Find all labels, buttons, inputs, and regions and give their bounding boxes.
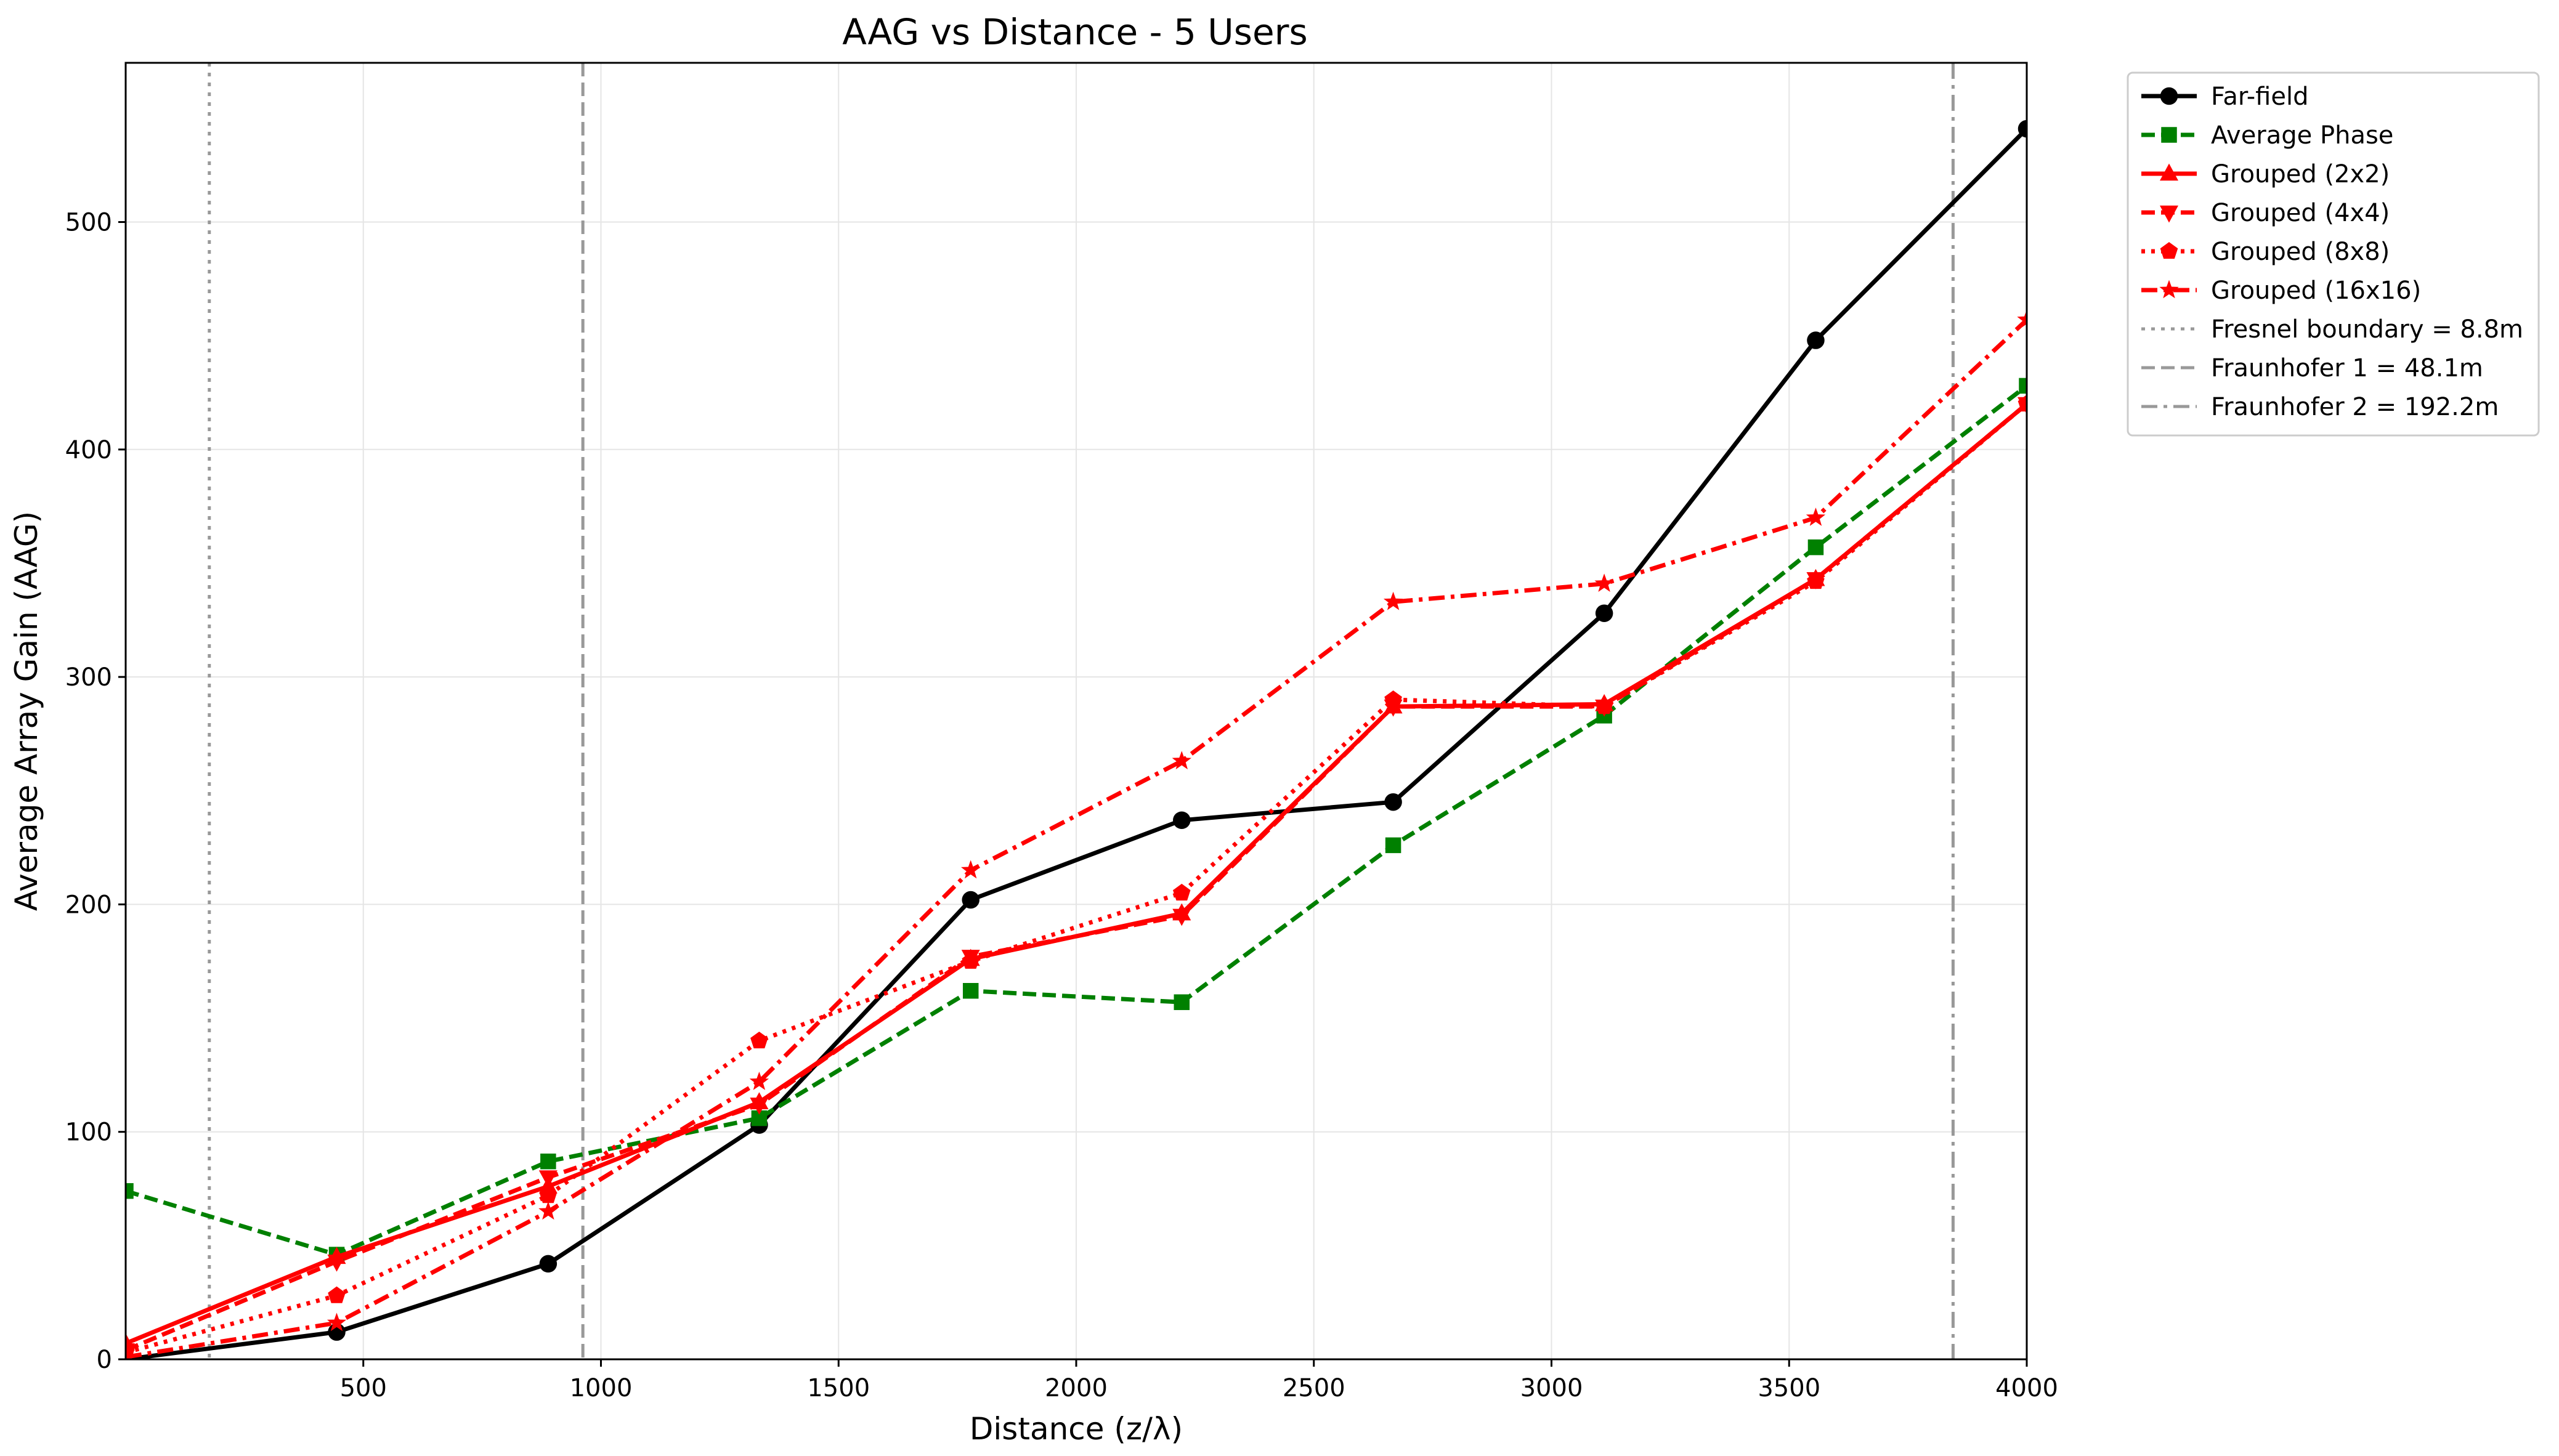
legend-marker (2159, 280, 2179, 299)
legend-label: Average Phase (2211, 121, 2393, 150)
data-point (962, 891, 979, 909)
data-point (538, 1170, 558, 1188)
series-line (126, 402, 2027, 1355)
data-point (538, 1201, 558, 1220)
y-tick-label: 500 (65, 209, 112, 237)
data-point (1595, 604, 1613, 622)
legend-label: Fresnel boundary = 8.8m (2211, 315, 2523, 344)
data-point (540, 1153, 556, 1170)
data-point (327, 1254, 346, 1272)
x-tick-label: 3500 (1758, 1374, 1820, 1402)
x-tick-label: 1500 (807, 1374, 870, 1402)
data-point (1807, 572, 1825, 589)
data-point (749, 1072, 769, 1090)
series-line (126, 318, 2027, 1359)
x-tick-label: 4000 (1995, 1374, 2058, 1402)
legend-marker (2160, 205, 2178, 223)
x-axis-label: Distance (z/λ) (970, 1411, 1183, 1447)
data-point (750, 1098, 769, 1115)
legend-entry: Grouped (8x8) (2141, 238, 2390, 266)
y-tick-label: 0 (97, 1346, 112, 1374)
x-tick-label: 500 (340, 1374, 387, 1402)
data-point (326, 1312, 347, 1332)
data-point (962, 952, 979, 969)
data-point (2018, 119, 2027, 138)
data-point (1174, 994, 1190, 1010)
data-point (328, 1286, 346, 1303)
y-axis-label: Average Array Gain (AAG) (9, 511, 44, 911)
reference-lines (208, 63, 1955, 1359)
data-point (1172, 908, 1191, 926)
legend: Far-field Average Phase Grouped (2x2) Group… (2127, 71, 2540, 437)
legend-box (2127, 71, 2540, 437)
series-line (126, 384, 2027, 1257)
legend-label: Grouped (8x8) (2211, 238, 2390, 266)
data-point (1384, 690, 1402, 708)
legend-marker (2160, 87, 2178, 105)
legend-entry: Fraunhofer 2 = 192.2m (2141, 393, 2499, 421)
series-line (126, 127, 2027, 1359)
legend-entry: Far-field (2141, 83, 2308, 111)
series-line (126, 402, 2027, 1353)
legend-marker (2160, 242, 2178, 259)
data-point (1806, 508, 1826, 526)
legend-label: Fraunhofer 1 = 48.1m (2211, 354, 2483, 382)
y-tick-label: 100 (65, 1118, 112, 1147)
legend-entry: Grouped (4x4) (2141, 199, 2390, 227)
data-point (2019, 378, 2027, 394)
y-tick-label: 400 (65, 436, 112, 464)
legend-label: Grouped (2x2) (2211, 160, 2390, 188)
legend-label: Grouped (4x4) (2211, 199, 2390, 227)
x-tick-label: 3000 (1520, 1374, 1583, 1402)
data-point (1384, 793, 1402, 811)
data-point (1594, 573, 1614, 592)
data-point (1807, 539, 1824, 556)
y-tick-label: 300 (65, 663, 112, 692)
series-group (126, 309, 2027, 1359)
series-layer (126, 119, 2027, 1359)
data-point (539, 1255, 558, 1273)
data-point (1173, 811, 1191, 830)
x-axis-ticks: 500 1000 1500 2000 2500 3000 3500 4000 (340, 1359, 2058, 1402)
x-tick-label: 2500 (1283, 1374, 1345, 1402)
legend-marker (2160, 163, 2178, 181)
legend-entry: Fraunhofer 1 = 48.1m (2141, 354, 2483, 382)
legend-label: Grouped (16x16) (2211, 277, 2421, 305)
legend-entry: Grouped (16x16) (2141, 277, 2421, 305)
plot-area (126, 119, 2027, 1359)
legend-label: Fraunhofer 2 = 192.2m (2211, 393, 2499, 421)
data-point (1383, 591, 1403, 610)
data-point (750, 1032, 768, 1049)
legend-entry: Average Phase (2141, 121, 2393, 150)
y-tick-label: 200 (65, 891, 112, 919)
data-point (2018, 394, 2027, 412)
chart-title: AAG vs Distance - 5 Users (842, 11, 1307, 53)
data-point (1173, 883, 1191, 901)
x-tick-label: 1000 (570, 1374, 633, 1402)
data-point (126, 1346, 136, 1359)
legend-entry: Fresnel boundary = 8.8m (2141, 315, 2523, 344)
legend-label: Far-field (2211, 83, 2308, 111)
data-point (1595, 697, 1613, 714)
x-tick-label: 2000 (1045, 1374, 1108, 1402)
data-point (962, 982, 979, 999)
data-point (126, 1183, 134, 1199)
data-point (539, 1186, 558, 1203)
data-point (1807, 331, 1825, 349)
legend-entry: Grouped (2x2) (2141, 160, 2390, 188)
legend-marker (2161, 127, 2177, 143)
data-point (2017, 309, 2027, 328)
data-point (1172, 751, 1191, 770)
data-point (1385, 837, 1401, 854)
data-point (961, 860, 981, 879)
y-axis-ticks: 0 100 200 300 400 500 (65, 209, 126, 1374)
